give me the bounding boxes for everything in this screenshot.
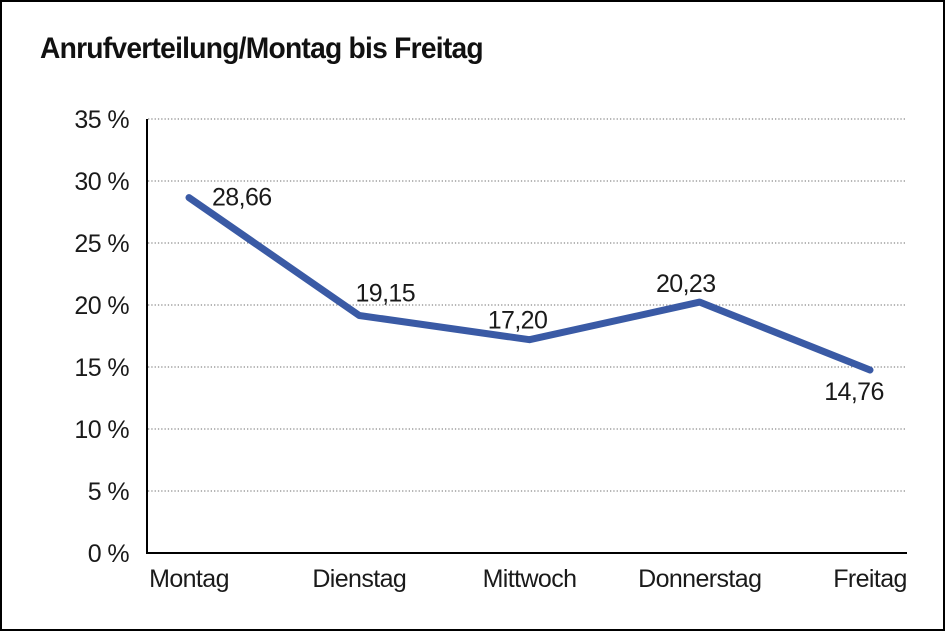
chart-title: Anrufverteilung/Montag bis Freitag xyxy=(40,32,484,65)
axes: 35 % 30 % 25 % 20 % 15 % 10 % 5 % 0 % Montag Dien… xyxy=(74,106,907,593)
data-series xyxy=(185,194,874,374)
y-axis-tick-label: 25 % xyxy=(74,230,129,258)
y-axis-tick-label: 30 % xyxy=(74,168,129,196)
data-point-label: 14,76 xyxy=(824,378,884,406)
y-axis-tick-label: 5 % xyxy=(88,478,130,506)
y-axis-tick-label: 15 % xyxy=(74,354,129,382)
data-point-label: 19,15 xyxy=(355,280,415,308)
series-polyline xyxy=(185,194,874,374)
gridlines xyxy=(148,118,907,492)
x-axis-category-label: Dienstag xyxy=(312,565,406,593)
y-axis-tick-label: 10 % xyxy=(74,416,129,444)
data-point-label: 17,20 xyxy=(488,307,548,335)
y-axis-tick-label: 20 % xyxy=(74,292,129,320)
y-axis-tick-label: 0 % xyxy=(88,540,130,568)
x-axis-category-label: Donnerstag xyxy=(638,565,761,593)
x-axis-category-label: Montag xyxy=(149,565,229,593)
x-axis-category-label: Freitag xyxy=(833,565,907,593)
data-labels: 28,66 19,15 17,20 20,23 14,76 xyxy=(212,184,884,406)
data-point-label: 20,23 xyxy=(656,270,716,298)
y-axis-tick-label: 35 % xyxy=(74,106,129,134)
data-point-label: 28,66 xyxy=(212,184,272,212)
x-axis-category-label: Mittwoch xyxy=(483,565,577,593)
